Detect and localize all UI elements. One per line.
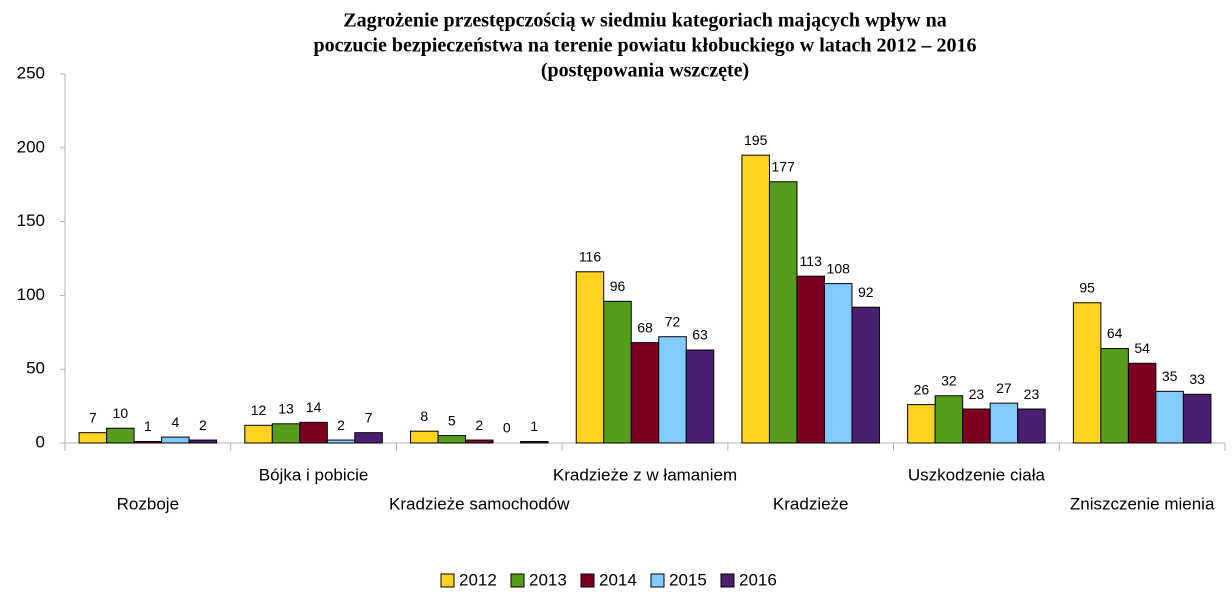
bar	[907, 404, 936, 444]
value-label: 2	[199, 417, 207, 433]
value-label: 2	[337, 417, 345, 433]
bar	[106, 427, 135, 444]
bar	[823, 283, 853, 444]
y-tick-label: 200	[17, 137, 45, 156]
value-label: 108	[827, 260, 851, 276]
value-label: 23	[969, 386, 985, 402]
bar	[299, 421, 328, 444]
bar	[1127, 362, 1157, 444]
bar	[575, 271, 605, 444]
y-tick-label: 100	[17, 285, 45, 304]
bar	[603, 300, 632, 444]
legend-label: 2016	[739, 570, 777, 589]
value-label: 10	[113, 405, 129, 421]
value-label: 177	[772, 158, 796, 174]
bar	[989, 402, 1019, 444]
bar	[410, 430, 439, 444]
value-label: 5	[448, 412, 456, 428]
value-label: 35	[1162, 368, 1178, 384]
legend-swatch	[580, 573, 595, 588]
bar	[1155, 390, 1184, 444]
bar	[354, 432, 383, 444]
value-label: 4	[171, 414, 179, 430]
value-label: 195	[744, 132, 768, 148]
bar	[1100, 348, 1129, 444]
chart-title: (postępowania wszczęte)	[541, 60, 749, 82]
legend-label: 2014	[599, 570, 637, 589]
bar	[1072, 302, 1102, 444]
value-label: 95	[1079, 279, 1095, 295]
value-label: 2	[475, 417, 483, 433]
bar	[520, 441, 549, 444]
value-label: 13	[278, 401, 294, 417]
value-label: 113	[800, 253, 823, 269]
value-label: 64	[1107, 325, 1123, 341]
bar	[685, 349, 715, 444]
x-tick-label: Kradzieże z w łamaniem	[553, 465, 737, 484]
value-label: 0	[503, 420, 511, 436]
bar	[271, 423, 301, 444]
chart-title: Zagrożenie przestępczością w siedmiu kat…	[343, 10, 946, 32]
x-tick-label: Kradzieże	[773, 494, 849, 513]
value-label: 7	[89, 409, 97, 425]
bar	[188, 439, 218, 444]
x-tick-label: Kradzieże samochodów	[389, 494, 570, 513]
bar	[741, 154, 770, 444]
bar	[326, 439, 356, 444]
legend-swatch	[720, 573, 735, 588]
legend-swatch	[440, 573, 455, 588]
bar	[796, 275, 825, 444]
value-label: 12	[251, 402, 267, 418]
y-tick-label: 0	[36, 432, 45, 451]
legend-label: 2015	[669, 570, 707, 589]
bar	[768, 181, 798, 444]
x-tick-label: Bójka i pobicie	[259, 465, 369, 484]
bar	[437, 435, 467, 444]
bar	[962, 408, 991, 444]
value-label: 7	[365, 409, 373, 425]
value-label: 26	[914, 381, 930, 397]
value-label: 96	[610, 278, 626, 294]
bar	[78, 432, 108, 444]
bar	[630, 342, 660, 444]
value-label: 8	[420, 408, 428, 424]
bar	[161, 436, 190, 444]
x-tick-label: Rozboje	[117, 494, 179, 513]
value-label: 116	[579, 248, 602, 264]
value-label: 27	[996, 380, 1012, 396]
y-tick-label: 50	[26, 359, 45, 378]
legend-swatch	[510, 573, 525, 588]
value-label: 72	[665, 313, 681, 329]
bar	[244, 424, 273, 444]
value-label: 33	[1189, 371, 1205, 387]
legend-swatch	[650, 573, 665, 588]
bar	[133, 441, 163, 444]
bar	[851, 306, 880, 444]
value-label: 32	[941, 372, 957, 388]
bar	[1017, 408, 1046, 444]
value-label: 92	[858, 284, 874, 300]
x-tick-label: Zniszczenie mienia	[1070, 494, 1215, 513]
x-tick-label: Uszkodzenie ciała	[908, 465, 1046, 484]
value-label: 14	[306, 399, 322, 415]
value-label: 63	[692, 327, 708, 343]
bar	[934, 395, 964, 444]
bar	[465, 439, 494, 444]
value-label: 54	[1134, 340, 1150, 356]
legend-label: 2012	[459, 570, 497, 589]
bar	[658, 336, 687, 444]
y-tick-label: 150	[17, 211, 45, 230]
value-label: 1	[530, 418, 538, 434]
value-label: 1	[144, 418, 152, 434]
value-label: 23	[1024, 386, 1040, 402]
y-tick-label: 250	[17, 63, 45, 82]
chart-title: poczucie bezpieczeństwa na terenie powia…	[314, 35, 977, 57]
legend-label: 2013	[529, 570, 567, 589]
bar	[1182, 393, 1212, 444]
value-label: 68	[637, 319, 653, 335]
